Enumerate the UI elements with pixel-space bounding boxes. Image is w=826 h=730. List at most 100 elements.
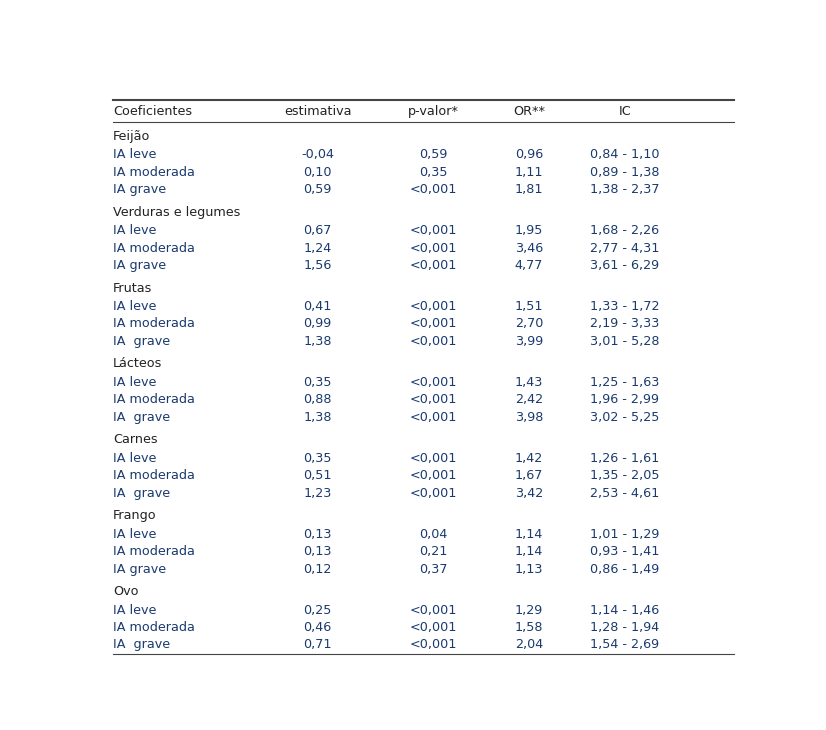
Text: 0,37: 0,37 (419, 563, 447, 575)
Text: IA leve: IA leve (113, 300, 156, 313)
Text: IA moderada: IA moderada (113, 469, 195, 483)
Text: 1,28 - 1,94: 1,28 - 1,94 (591, 621, 660, 634)
Text: 2,53 - 4,61: 2,53 - 4,61 (591, 487, 660, 499)
Text: IC: IC (619, 105, 631, 118)
Text: IA leve: IA leve (113, 604, 156, 617)
Text: IA moderada: IA moderada (113, 242, 195, 255)
Text: <0,001: <0,001 (409, 335, 457, 348)
Text: 0,59: 0,59 (303, 183, 332, 196)
Text: 1,11: 1,11 (515, 166, 544, 179)
Text: IA  grave: IA grave (113, 411, 170, 424)
Text: 2,04: 2,04 (515, 639, 543, 651)
Text: 0,13: 0,13 (303, 528, 332, 541)
Text: 1,51: 1,51 (515, 300, 544, 313)
Text: 0,96: 0,96 (515, 148, 543, 161)
Text: 3,42: 3,42 (515, 487, 543, 499)
Text: Lácteos: Lácteos (113, 358, 162, 371)
Text: IA moderada: IA moderada (113, 545, 195, 558)
Text: 1,01 - 1,29: 1,01 - 1,29 (591, 528, 660, 541)
Text: 0,35: 0,35 (419, 166, 447, 179)
Text: <0,001: <0,001 (409, 183, 457, 196)
Text: 4,77: 4,77 (515, 259, 544, 272)
Text: <0,001: <0,001 (409, 259, 457, 272)
Text: 0,25: 0,25 (303, 604, 332, 617)
Text: IA moderada: IA moderada (113, 621, 195, 634)
Text: 1,42: 1,42 (515, 452, 543, 465)
Text: IA leve: IA leve (113, 224, 156, 237)
Text: 1,14: 1,14 (515, 545, 544, 558)
Text: IA moderada: IA moderada (113, 166, 195, 179)
Text: 1,25 - 1,63: 1,25 - 1,63 (591, 376, 660, 389)
Text: 1,56: 1,56 (303, 259, 332, 272)
Text: 3,46: 3,46 (515, 242, 543, 255)
Text: p-valor*: p-valor* (407, 105, 458, 118)
Text: 0,84 - 1,10: 0,84 - 1,10 (591, 148, 660, 161)
Text: 1,13: 1,13 (515, 563, 544, 575)
Text: 1,26 - 1,61: 1,26 - 1,61 (591, 452, 660, 465)
Text: <0,001: <0,001 (409, 604, 457, 617)
Text: 0,67: 0,67 (303, 224, 332, 237)
Text: 1,67: 1,67 (515, 469, 544, 483)
Text: <0,001: <0,001 (409, 300, 457, 313)
Text: Frutas: Frutas (113, 282, 152, 295)
Text: <0,001: <0,001 (409, 487, 457, 499)
Text: 3,99: 3,99 (515, 335, 543, 348)
Text: IA leve: IA leve (113, 148, 156, 161)
Text: 0,04: 0,04 (419, 528, 447, 541)
Text: 1,68 - 2,26: 1,68 - 2,26 (591, 224, 659, 237)
Text: 2,70: 2,70 (515, 318, 544, 331)
Text: IA  grave: IA grave (113, 335, 170, 348)
Text: 1,54 - 2,69: 1,54 - 2,69 (591, 639, 659, 651)
Text: 1,23: 1,23 (303, 487, 332, 499)
Text: -0,04: -0,04 (301, 148, 335, 161)
Text: Frango: Frango (113, 510, 156, 522)
Text: IA  grave: IA grave (113, 639, 170, 651)
Text: 1,38: 1,38 (303, 411, 332, 424)
Text: 0,35: 0,35 (303, 452, 332, 465)
Text: <0,001: <0,001 (409, 376, 457, 389)
Text: 0,93 - 1,41: 0,93 - 1,41 (591, 545, 660, 558)
Text: 1,95: 1,95 (515, 224, 544, 237)
Text: 0,10: 0,10 (303, 166, 332, 179)
Text: 2,42: 2,42 (515, 393, 543, 407)
Text: 1,24: 1,24 (304, 242, 332, 255)
Text: <0,001: <0,001 (409, 411, 457, 424)
Text: 3,61 - 6,29: 3,61 - 6,29 (591, 259, 659, 272)
Text: 1,33 - 1,72: 1,33 - 1,72 (591, 300, 660, 313)
Text: Coeficientes: Coeficientes (113, 105, 192, 118)
Text: 1,81: 1,81 (515, 183, 544, 196)
Text: IA leve: IA leve (113, 452, 156, 465)
Text: Ovo: Ovo (113, 585, 138, 598)
Text: 0,86 - 1,49: 0,86 - 1,49 (591, 563, 660, 575)
Text: IA grave: IA grave (113, 563, 166, 575)
Text: 3,01 - 5,28: 3,01 - 5,28 (591, 335, 660, 348)
Text: 1,58: 1,58 (515, 621, 544, 634)
Text: <0,001: <0,001 (409, 224, 457, 237)
Text: 1,14: 1,14 (515, 528, 544, 541)
Text: 1,35 - 2,05: 1,35 - 2,05 (591, 469, 660, 483)
Text: <0,001: <0,001 (409, 469, 457, 483)
Text: 0,35: 0,35 (303, 376, 332, 389)
Text: Feijão: Feijão (113, 130, 150, 143)
Text: IA grave: IA grave (113, 259, 166, 272)
Text: 0,21: 0,21 (419, 545, 447, 558)
Text: Carnes: Carnes (113, 434, 158, 446)
Text: 1,14 - 1,46: 1,14 - 1,46 (591, 604, 660, 617)
Text: 0,89 - 1,38: 0,89 - 1,38 (591, 166, 660, 179)
Text: 0,71: 0,71 (303, 639, 332, 651)
Text: <0,001: <0,001 (409, 393, 457, 407)
Text: IA grave: IA grave (113, 183, 166, 196)
Text: estimativa: estimativa (284, 105, 351, 118)
Text: <0,001: <0,001 (409, 242, 457, 255)
Text: IA leve: IA leve (113, 528, 156, 541)
Text: IA moderada: IA moderada (113, 318, 195, 331)
Text: 1,38 - 2,37: 1,38 - 2,37 (591, 183, 660, 196)
Text: IA  grave: IA grave (113, 487, 170, 499)
Text: 0,41: 0,41 (303, 300, 332, 313)
Text: IA leve: IA leve (113, 376, 156, 389)
Text: OR**: OR** (513, 105, 545, 118)
Text: <0,001: <0,001 (409, 452, 457, 465)
Text: <0,001: <0,001 (409, 318, 457, 331)
Text: 1,96 - 2,99: 1,96 - 2,99 (591, 393, 659, 407)
Text: 0,12: 0,12 (303, 563, 332, 575)
